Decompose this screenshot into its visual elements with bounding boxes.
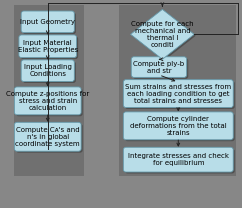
Text: Compute for each
mechanical and
thermal l
conditi: Compute for each mechanical and thermal …	[131, 21, 194, 48]
FancyBboxPatch shape	[16, 88, 83, 116]
FancyBboxPatch shape	[16, 124, 83, 153]
Text: Input Loading
Conditions: Input Loading Conditions	[24, 64, 72, 77]
FancyBboxPatch shape	[14, 122, 81, 151]
FancyBboxPatch shape	[23, 12, 76, 34]
FancyBboxPatch shape	[14, 87, 81, 115]
Text: Integrate stresses and check
for equilibrium: Integrate stresses and check for equilib…	[128, 153, 229, 166]
FancyBboxPatch shape	[19, 35, 76, 58]
FancyBboxPatch shape	[123, 147, 233, 172]
Polygon shape	[132, 11, 196, 61]
Text: Compute z-positions for
stress and strain
calculation: Compute z-positions for stress and strai…	[6, 91, 89, 111]
FancyBboxPatch shape	[131, 57, 187, 77]
Text: Compute ply-b
and str: Compute ply-b and str	[133, 61, 185, 74]
Text: Input Geometry: Input Geometry	[20, 19, 75, 25]
FancyBboxPatch shape	[123, 80, 233, 108]
FancyBboxPatch shape	[21, 36, 78, 59]
FancyBboxPatch shape	[125, 113, 235, 141]
FancyBboxPatch shape	[133, 58, 188, 79]
FancyBboxPatch shape	[21, 60, 74, 82]
FancyBboxPatch shape	[21, 11, 74, 33]
FancyBboxPatch shape	[125, 81, 235, 109]
Text: Input Material
Elastic Properties: Input Material Elastic Properties	[18, 40, 78, 53]
FancyBboxPatch shape	[23, 61, 76, 83]
Polygon shape	[131, 9, 194, 59]
Text: Compute cylinder
deformations from the total
strains: Compute cylinder deformations from the t…	[130, 116, 227, 136]
Text: Compute Cᴀ's and
n's in global
coordinate system: Compute Cᴀ's and n's in global coordinat…	[15, 127, 80, 147]
Text: Sum strains and stresses from
each loading condition to get
total strains and st: Sum strains and stresses from each loadi…	[125, 84, 231, 104]
FancyBboxPatch shape	[123, 112, 233, 140]
Bar	[14, 5, 84, 176]
FancyBboxPatch shape	[125, 149, 235, 173]
Bar	[119, 5, 236, 176]
